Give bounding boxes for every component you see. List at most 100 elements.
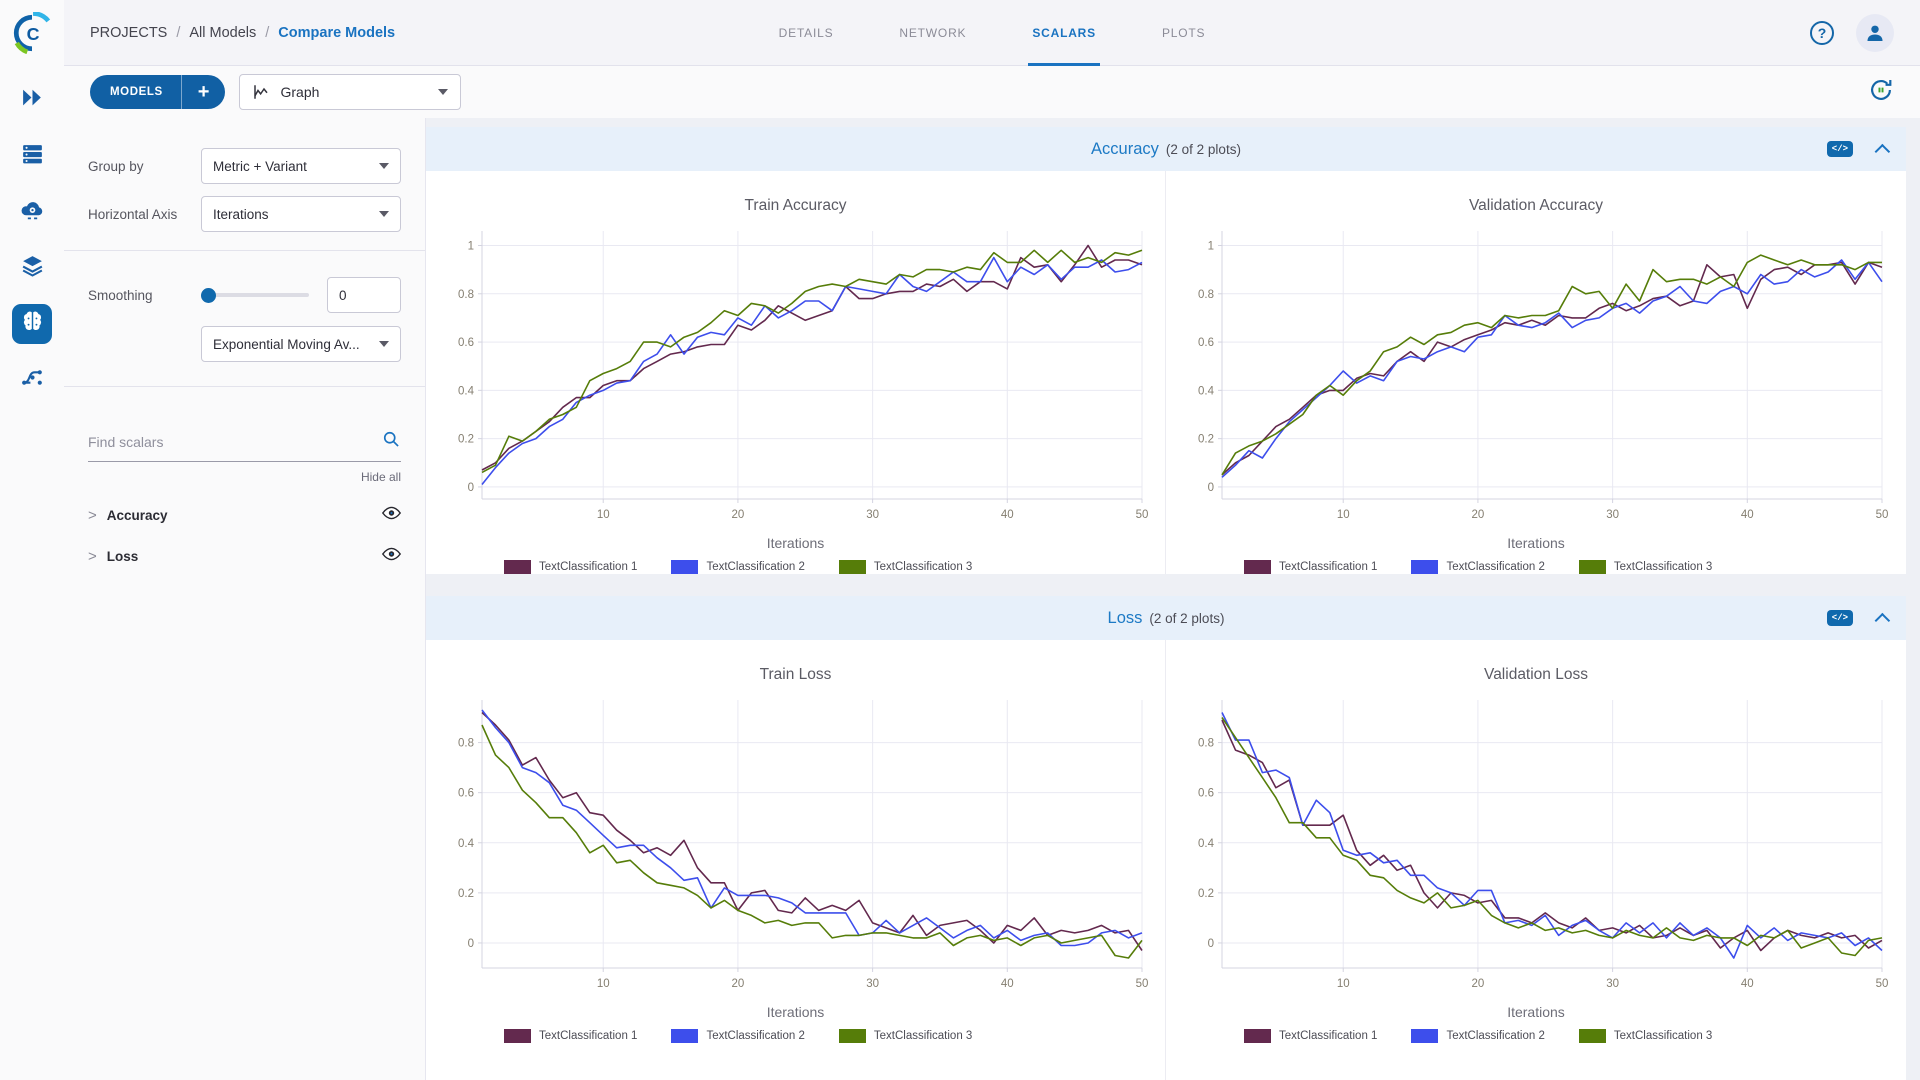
find-scalars-input[interactable]: [88, 433, 381, 450]
collapse-chevron-icon[interactable]: [1874, 143, 1891, 159]
legend-swatch: [1411, 1029, 1439, 1043]
legend-swatch: [1244, 1029, 1271, 1043]
legend-label: TextClassification 1: [539, 1030, 638, 1042]
legend-item[interactable]: TextClassification 3: [838, 1029, 972, 1043]
clearml-logo-icon: C: [13, 12, 51, 54]
add-model-button[interactable]: +: [180, 75, 226, 109]
embed-code-icon[interactable]: </>: [1826, 141, 1853, 157]
svg-text:50: 50: [1876, 509, 1889, 521]
scalar-group-loss[interactable]: > Loss: [88, 547, 402, 566]
loss-charts-row: Train Loss 0 0.2 0.4 0.6 0.8 10 20 30 40 50 Itera…: [426, 640, 1906, 1080]
scalars-control-panel: Group by Metric + Variant Horizontal Axi…: [64, 118, 426, 1080]
smoothing-slider-knob[interactable]: [201, 287, 216, 303]
legend-item[interactable]: TextClassification 1: [1244, 560, 1377, 574]
svg-text:0.8: 0.8: [1198, 738, 1214, 750]
section-title[interactable]: Loss: [1107, 608, 1143, 627]
nav-rail: C: [0, 0, 64, 1080]
layers-icon: [20, 253, 45, 283]
smoothing-type-select[interactable]: Exponential Moving Av...: [201, 326, 401, 362]
legend-item[interactable]: TextClassification 1: [504, 560, 637, 574]
svg-text:0.6: 0.6: [458, 337, 474, 349]
visibility-eye-icon[interactable]: [381, 506, 402, 525]
chevron-down-icon: [379, 163, 389, 169]
tab-plots[interactable]: PLOTS: [1161, 26, 1206, 40]
user-avatar[interactable]: [1856, 13, 1894, 52]
chevron-down-icon: [438, 89, 449, 95]
legend-item[interactable]: TextClassification 3: [1578, 1029, 1712, 1043]
legend-item[interactable]: TextClassification 2: [671, 560, 805, 574]
collapse-chevron-icon[interactable]: [1874, 612, 1891, 628]
section-title[interactable]: Accuracy: [1091, 139, 1159, 158]
validation-loss-panel: Validation Loss 0 0.2 0.4 0.6 0.8 10 20 30 40 50 …: [1166, 640, 1906, 1080]
scalar-group-accuracy[interactable]: > Accuracy: [88, 506, 402, 525]
chart-legend: TextClassification 1 TextClassification 2…: [1244, 1029, 1712, 1043]
embed-code-icon[interactable]: </>: [1826, 610, 1853, 626]
server-queue-icon: [20, 141, 45, 171]
rail-item-models[interactable]: [12, 304, 52, 344]
content: Group by Metric + Variant Horizontal Axi…: [64, 118, 1920, 1080]
train-loss-chart[interactable]: 0 0.2 0.4 0.6 0.8 10 20 30 40 50: [438, 692, 1154, 1002]
tab-details[interactable]: DETAILS: [778, 26, 834, 40]
help-icon[interactable]: ?: [1810, 20, 1834, 45]
legend-item[interactable]: TextClassification 2: [1411, 560, 1545, 574]
svg-text:50: 50: [1135, 978, 1148, 990]
svg-text:20: 20: [1472, 978, 1485, 990]
legend-label: TextClassification 2: [706, 561, 805, 573]
tab-scalars[interactable]: SCALARS: [1028, 0, 1100, 66]
legend-item[interactable]: TextClassification 1: [1244, 1029, 1377, 1043]
rail-item-workers[interactable]: [12, 192, 52, 232]
smoothing-slider[interactable]: [201, 287, 309, 303]
horizontal-axis-select[interactable]: Iterations: [201, 196, 401, 232]
validation-loss-chart[interactable]: 0 0.2 0.4 0.6 0.8 10 20 30 40 50: [1178, 692, 1894, 1002]
svg-text:0.4: 0.4: [1198, 838, 1215, 850]
train-accuracy-chart[interactable]: 0 0.2 0.4 0.6 0.8 1 10 20 30 40 50: [438, 223, 1154, 533]
rail-item-pipelines[interactable]: [12, 360, 52, 400]
section-loss-header[interactable]: Loss (2 of 2 plots) </>: [426, 596, 1906, 640]
legend-item[interactable]: TextClassification 2: [1411, 1029, 1545, 1043]
svg-text:30: 30: [866, 509, 879, 521]
view-mode-value: Graph: [280, 84, 320, 100]
brain-icon: [20, 309, 45, 339]
legend-item[interactable]: TextClassification 3: [838, 560, 972, 574]
rail-item-projects[interactable]: [12, 80, 52, 120]
x-axis-label: Iterations: [766, 535, 825, 551]
chevron-right-icon[interactable]: >: [88, 507, 97, 524]
chart-title: Validation Loss: [1484, 666, 1588, 683]
breadcrumb-projects[interactable]: PROJECTS: [90, 24, 168, 41]
validation-accuracy-panel: Validation Accuracy 0 0.2 0.4 0.6 0.8 1 10 20 30…: [1166, 171, 1906, 574]
svg-text:50: 50: [1135, 509, 1148, 521]
legend-item[interactable]: TextClassification 2: [671, 1029, 805, 1043]
legend-label: TextClassification 1: [1279, 561, 1378, 573]
search-icon[interactable]: [381, 429, 401, 454]
rail-item-datasets[interactable]: [12, 248, 52, 288]
chart-title: Train Loss: [759, 666, 832, 683]
clearml-logo[interactable]: C: [0, 0, 64, 66]
legend-item[interactable]: TextClassification 3: [1578, 560, 1712, 574]
breadcrumb-all-models[interactable]: All Models: [189, 24, 257, 41]
view-mode-select[interactable]: Graph: [239, 74, 462, 110]
section-accuracy-header[interactable]: Accuracy (2 of 2 plots) </>: [426, 127, 1906, 171]
group-by-select[interactable]: Metric + Variant: [201, 148, 401, 184]
horizontal-axis-label: Horizontal Axis: [88, 206, 178, 222]
smoothing-value-input[interactable]: [327, 277, 401, 313]
visibility-eye-icon[interactable]: [381, 547, 402, 566]
svg-text:0.6: 0.6: [458, 788, 474, 800]
rail-item-queues[interactable]: [12, 136, 52, 176]
section-accuracy: Accuracy (2 of 2 plots) </> Train Accura…: [426, 127, 1906, 574]
svg-text:20: 20: [731, 978, 744, 990]
validation-accuracy-chart[interactable]: 0 0.2 0.4 0.6 0.8 1 10 20 30 40 50: [1178, 223, 1894, 533]
svg-text:0.4: 0.4: [458, 838, 475, 850]
breadcrumb-compare-models[interactable]: Compare Models: [278, 24, 396, 41]
chart-title: Validation Accuracy: [1468, 197, 1604, 214]
hide-all-button[interactable]: Hide all: [360, 470, 401, 484]
chart-legend: TextClassification 1 TextClassification 2…: [504, 560, 972, 574]
legend-swatch: [671, 560, 699, 574]
svg-text:0.8: 0.8: [458, 738, 474, 750]
tab-network[interactable]: NETWORK: [899, 26, 967, 40]
svg-text:0.6: 0.6: [1198, 337, 1214, 349]
chevron-right-icon[interactable]: >: [88, 548, 97, 565]
svg-text:30: 30: [1606, 509, 1619, 521]
models-button[interactable]: MODELS: [110, 86, 163, 98]
legend-item[interactable]: TextClassification 1: [504, 1029, 637, 1043]
refresh-button[interactable]: [1868, 77, 1894, 108]
